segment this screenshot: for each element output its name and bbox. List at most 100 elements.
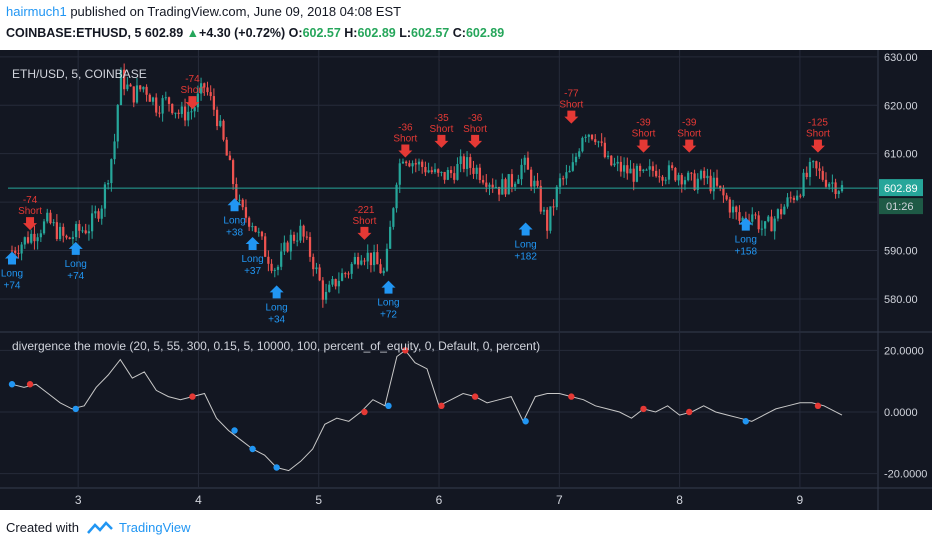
osc-short-dot xyxy=(26,381,34,388)
last-price-badge xyxy=(879,179,923,197)
candle-body xyxy=(116,105,119,142)
candle-body xyxy=(792,197,796,200)
candle-body xyxy=(81,230,84,232)
candle-body xyxy=(469,157,472,168)
chart-canvas[interactable]: -74ShortLong+74Long+74-74ShortLong+38Lon… xyxy=(0,50,932,510)
candle-body xyxy=(248,217,251,227)
open-value: 602.57 xyxy=(302,26,341,40)
price-tick-label: 580.00 xyxy=(884,294,918,306)
candle-body xyxy=(360,260,363,265)
candle-body xyxy=(655,170,658,177)
short-profit-label: -36 xyxy=(398,123,413,134)
short-arrow-icon xyxy=(682,139,697,153)
long-arrow-icon xyxy=(269,285,284,299)
osc-tick-label: 20.0000 xyxy=(884,345,924,357)
candle-body xyxy=(264,236,267,257)
candle-body xyxy=(199,83,203,94)
candle-body xyxy=(802,172,805,197)
short-arrow-icon xyxy=(468,134,483,148)
osc-short-dot xyxy=(438,402,445,410)
long-label: Long xyxy=(735,235,757,246)
candle-body xyxy=(587,134,590,137)
grid-lines xyxy=(0,50,932,510)
candle-body xyxy=(731,206,735,213)
short-arrow-icon xyxy=(357,226,372,240)
candle-body xyxy=(626,165,629,174)
osc-long-dot xyxy=(72,405,79,413)
osc-long-dot xyxy=(385,402,392,410)
candle-body xyxy=(241,199,244,208)
candle-body xyxy=(87,231,91,234)
osc-short-dot xyxy=(568,393,575,400)
created-with-text: Created with xyxy=(6,520,79,535)
candle-body xyxy=(658,176,661,178)
candle-body xyxy=(222,120,225,140)
price-pane[interactable]: -74ShortLong+74Long+74-74ShortLong+38Lon… xyxy=(1,63,878,325)
x-tick-label: 9 xyxy=(797,493,804,507)
long-label: Long xyxy=(241,254,263,265)
candle-body xyxy=(706,175,709,179)
candle-body xyxy=(542,209,546,212)
oscillator-pane[interactable] xyxy=(8,347,843,472)
candle-body xyxy=(270,263,273,271)
osc-long-dot xyxy=(273,464,280,471)
short-label: Short xyxy=(429,124,453,135)
osc-short-dot xyxy=(640,405,647,413)
candle-body xyxy=(302,225,305,237)
candle-body xyxy=(648,166,651,170)
candle-body xyxy=(651,166,655,171)
candle-body xyxy=(440,171,443,173)
candle-body xyxy=(366,252,369,262)
candle-body xyxy=(821,170,824,180)
oscillator-title: divergence the movie (20, 5, 55, 300, 0.… xyxy=(12,339,540,353)
candle-body xyxy=(414,163,417,165)
candle-body xyxy=(340,273,344,281)
low-value: 602.57 xyxy=(411,26,450,40)
candle-body xyxy=(139,85,142,90)
long-profit-label: +74 xyxy=(4,281,21,292)
candle-body xyxy=(562,178,565,180)
candle-body xyxy=(475,167,478,174)
long-arrow-icon xyxy=(5,251,19,265)
candle-body xyxy=(494,186,498,188)
candle-body xyxy=(123,69,126,90)
candle-body xyxy=(517,179,520,184)
short-label: Short xyxy=(559,100,583,111)
long-arrow-icon xyxy=(381,280,396,294)
candle-body xyxy=(42,221,46,234)
candle-body xyxy=(286,242,289,252)
candle-body xyxy=(526,157,530,170)
candle-body xyxy=(677,175,680,181)
tradingview-brand[interactable]: TradingView xyxy=(118,520,191,535)
candle-body xyxy=(318,267,321,281)
candle-body xyxy=(148,94,151,102)
short-arrow-icon xyxy=(810,139,825,153)
candle-body xyxy=(187,111,190,121)
candle-body xyxy=(687,172,690,181)
candle-body xyxy=(449,169,453,174)
author-name[interactable]: hairmuch1 xyxy=(6,4,67,19)
candle-body xyxy=(155,97,158,113)
symbol-info-bar: COINBASE:ETHUSD, 5 602.89 ▲+4.30 (+0.72%… xyxy=(6,26,504,40)
candle-body xyxy=(90,213,94,232)
short-label: Short xyxy=(632,129,656,140)
candle-body xyxy=(321,280,324,300)
candle-body xyxy=(632,168,635,182)
candle-body xyxy=(107,183,110,185)
short-arrow-icon xyxy=(23,217,38,231)
candle-body xyxy=(690,172,693,174)
candle-body xyxy=(565,172,568,179)
candle-body xyxy=(267,256,270,264)
price-tick-label: 590.00 xyxy=(884,246,918,258)
candle-body xyxy=(751,214,754,222)
candle-body xyxy=(443,171,446,180)
short-profit-label: -39 xyxy=(636,118,651,129)
candle-body xyxy=(126,84,129,90)
candle-body xyxy=(584,136,587,138)
candle-body xyxy=(510,174,514,187)
open-label: O: xyxy=(288,26,303,40)
candle-body xyxy=(65,235,68,238)
short-arrow-icon xyxy=(185,96,200,110)
short-arrow-icon xyxy=(434,134,449,148)
candle-body xyxy=(715,177,719,186)
